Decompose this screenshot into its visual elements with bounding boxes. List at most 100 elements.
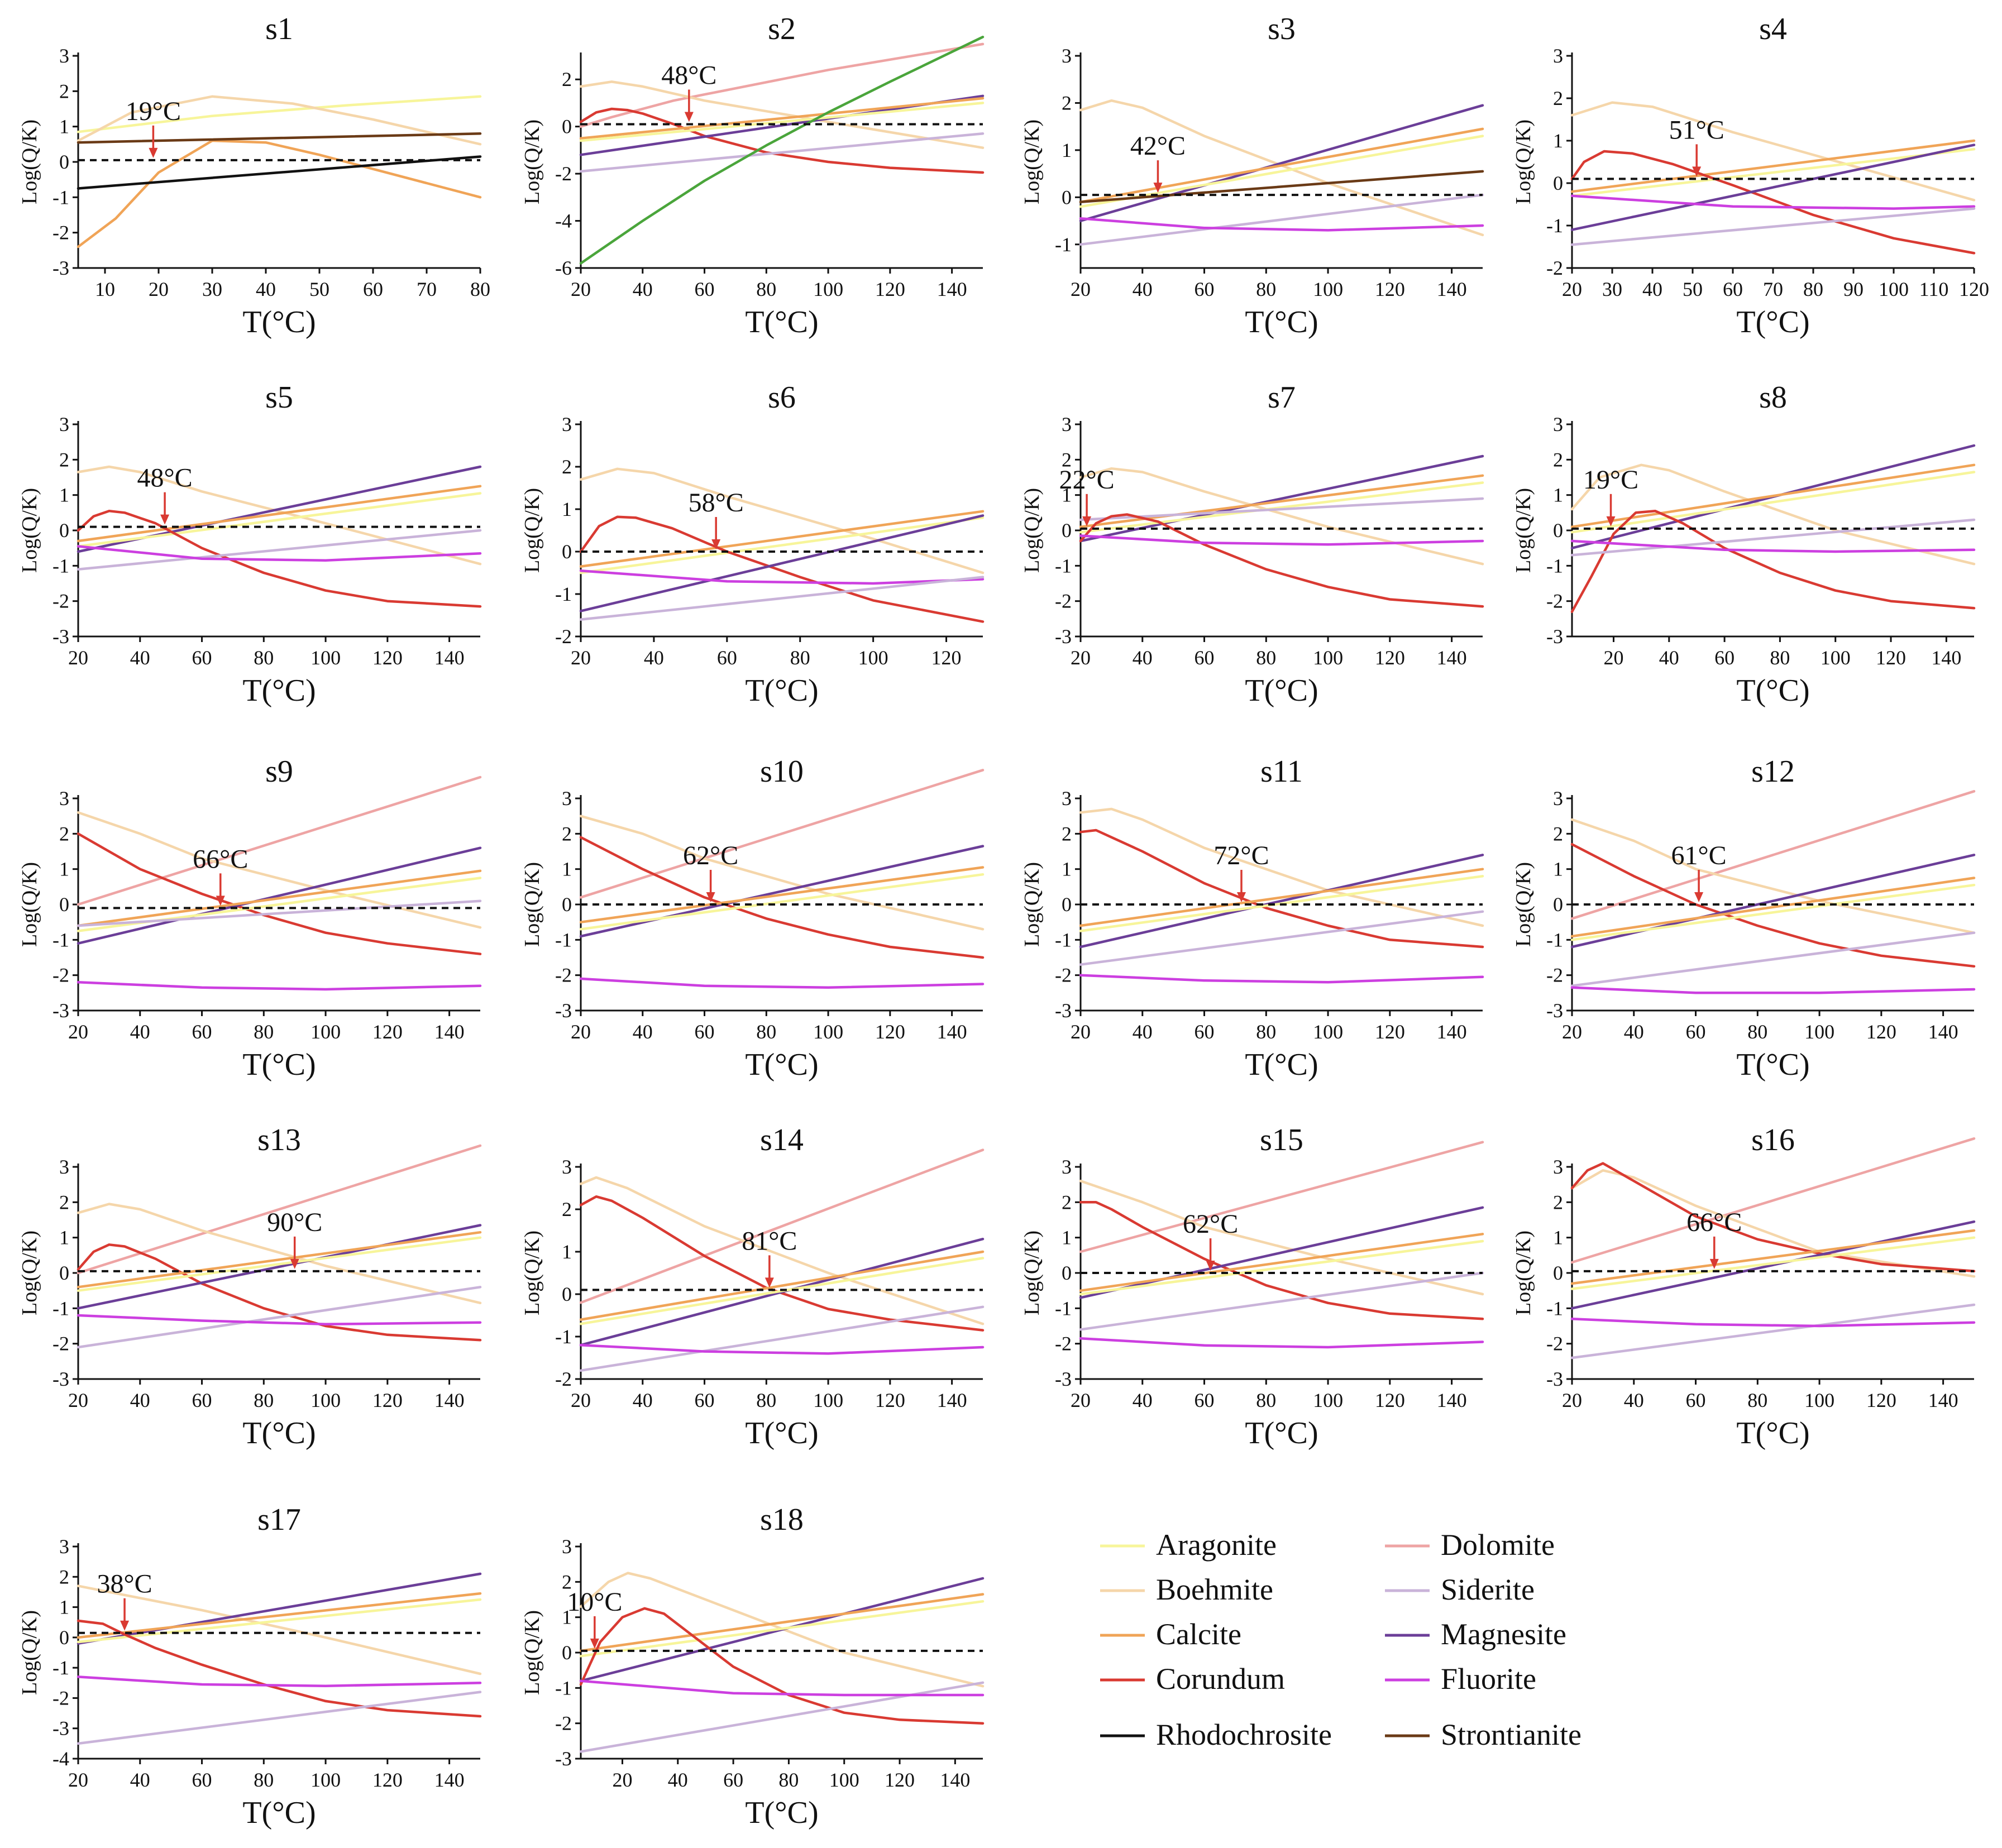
x-axis-label: T(°C) [745, 673, 818, 708]
series-siderite [1570, 518, 1976, 557]
y-tick-label: 3 [59, 413, 69, 435]
chart-s16: s16 -3 -2 -1 0 1 2 3 20 40 60 80 100 120 140 Log(Q/K) T(… [1512, 1123, 1976, 1450]
y-axis-label: Log(Q/K) [520, 488, 544, 573]
y-tick-label: 0 [562, 1283, 572, 1305]
annotation-label: 81°C [742, 1226, 797, 1256]
x-tick-label: 60 [723, 1769, 743, 1791]
series-corundum [579, 107, 985, 174]
x-tick-label: 60 [1194, 1389, 1215, 1411]
x-tick-label: 100 [1313, 1021, 1343, 1043]
x-tick-label: 120 [1375, 278, 1405, 300]
x-tick-label: 60 [192, 1769, 212, 1791]
x-tick-label: 40 [1133, 278, 1153, 300]
x-tick-label: 60 [717, 647, 737, 669]
x-tick-label: 120 [372, 647, 403, 669]
series-boehmite [579, 815, 985, 931]
y-tick-label: -2 [555, 162, 572, 185]
x-tick-label: 20 [1562, 1021, 1582, 1043]
x-tick-label: 20 [1562, 278, 1582, 300]
x-tick-label: 60 [1194, 1021, 1215, 1043]
y-axis-label: Log(Q/K) [520, 119, 544, 204]
series-corundum [579, 1195, 985, 1332]
chart-s8: s8 -3 -2 -1 0 1 2 3 20 40 60 80 100 120 140 Log(Q/K) T(°… [1512, 380, 1976, 708]
chart-title: s16 [1751, 1123, 1795, 1157]
x-tick-label: 140 [1928, 1389, 1958, 1411]
chart-title: s9 [265, 754, 293, 789]
y-axis-label: Log(Q/K) [1020, 119, 1044, 204]
series-boehmite [1079, 99, 1484, 237]
series-fluorite [1079, 974, 1484, 984]
annotation-label: 72°C [1213, 841, 1269, 870]
x-tick-label: 40 [1659, 647, 1679, 669]
y-tick-label: 1 [562, 858, 572, 880]
y-tick-label: 1 [59, 1227, 69, 1249]
y-tick-label: -2 [555, 964, 572, 987]
x-axis-label: T(°C) [1736, 673, 1809, 708]
y-tick-label: -1 [52, 554, 69, 577]
y-tick-label: 1 [1062, 1227, 1072, 1249]
chart-title: s8 [1759, 380, 1787, 415]
x-axis-label: T(°C) [1245, 1047, 1318, 1082]
series-rhodochrosite [77, 155, 482, 190]
chart-title: s7 [1268, 380, 1296, 415]
y-tick-label: 2 [59, 1565, 69, 1588]
y-axis-label: Log(Q/K) [1020, 488, 1044, 573]
series-boehmite [1570, 818, 1976, 934]
legend-label-calcite: Calcite [1156, 1617, 1241, 1651]
y-tick-label: 0 [59, 519, 69, 542]
x-tick-label: 100 [1313, 1389, 1343, 1411]
series-calcite [579, 1593, 985, 1653]
series-corundum [1570, 509, 1976, 613]
series-dolomite [579, 1148, 985, 1304]
y-tick-label: 0 [1553, 893, 1563, 916]
series-boehmite [1570, 463, 1976, 566]
y-tick-label: 1 [1553, 130, 1563, 152]
series-boehmite [77, 465, 482, 566]
x-tick-label: 40 [130, 1021, 150, 1043]
x-axis-label: T(°C) [242, 673, 316, 708]
annotation-label: 66°C [1686, 1208, 1742, 1237]
series-aragonite [77, 95, 482, 133]
chart-title: s13 [257, 1123, 301, 1157]
chart-s15: s15 -3 -2 -1 0 1 2 3 20 40 60 80 100 120 140 Log(Q/K) T(… [1020, 1123, 1484, 1450]
x-tick-label: 100 [1804, 1389, 1834, 1411]
x-tick-label: 100 [813, 1389, 843, 1411]
x-tick-label: 100 [1879, 278, 1909, 300]
y-tick-label: 3 [562, 1535, 572, 1558]
x-tick-label: 40 [1624, 1389, 1644, 1411]
x-tick-label: 80 [1256, 647, 1276, 669]
series-aragonite [77, 492, 482, 548]
series-aragonite [1570, 147, 1976, 198]
chart-s13: s13 -3 -2 -1 0 1 2 3 20 40 60 80 100 120 140 Log(Q/K) T(… [18, 1123, 482, 1450]
legend-label-rhodochrosite: Rhodochrosite [1156, 1718, 1332, 1751]
x-tick-label: 100 [310, 1769, 341, 1791]
y-tick-label: -3 [1546, 1368, 1563, 1390]
y-tick-label: 3 [1553, 45, 1563, 67]
x-tick-label: 10 [95, 278, 115, 300]
series-dolomite [579, 769, 985, 899]
x-tick-label: 120 [372, 1389, 403, 1411]
y-axis-label: Log(Q/K) [1512, 119, 1535, 204]
y-tick-label: 2 [562, 822, 572, 845]
series-aragonite [77, 1598, 482, 1644]
x-tick-label: 60 [1714, 647, 1735, 669]
y-axis-label: Log(Q/K) [18, 862, 41, 947]
y-tick-label: 2 [1062, 1191, 1072, 1213]
x-tick-label: 140 [1437, 278, 1467, 300]
annotation-arrow-head [216, 896, 225, 906]
y-tick-label: -1 [1546, 214, 1563, 237]
y-tick-label: 2 [1553, 448, 1563, 471]
x-tick-label: 20 [1071, 278, 1091, 300]
y-tick-label: 1 [562, 498, 572, 520]
x-tick-label: 100 [1313, 278, 1343, 300]
series-strontianite [1079, 170, 1484, 204]
chart-s11: s11 -3 -2 -1 0 1 2 3 20 40 60 80 100 120 140 Log(Q/K) T(… [1020, 754, 1484, 1082]
chart-title: s11 [1260, 754, 1303, 789]
x-tick-label: 20 [571, 647, 591, 669]
series-calcite [1570, 877, 1976, 938]
y-tick-label: 0 [1553, 519, 1563, 542]
annotation-arrow-head [290, 1258, 299, 1269]
y-tick-label: 2 [59, 1191, 69, 1213]
annotation-arrow-head [1606, 516, 1616, 526]
